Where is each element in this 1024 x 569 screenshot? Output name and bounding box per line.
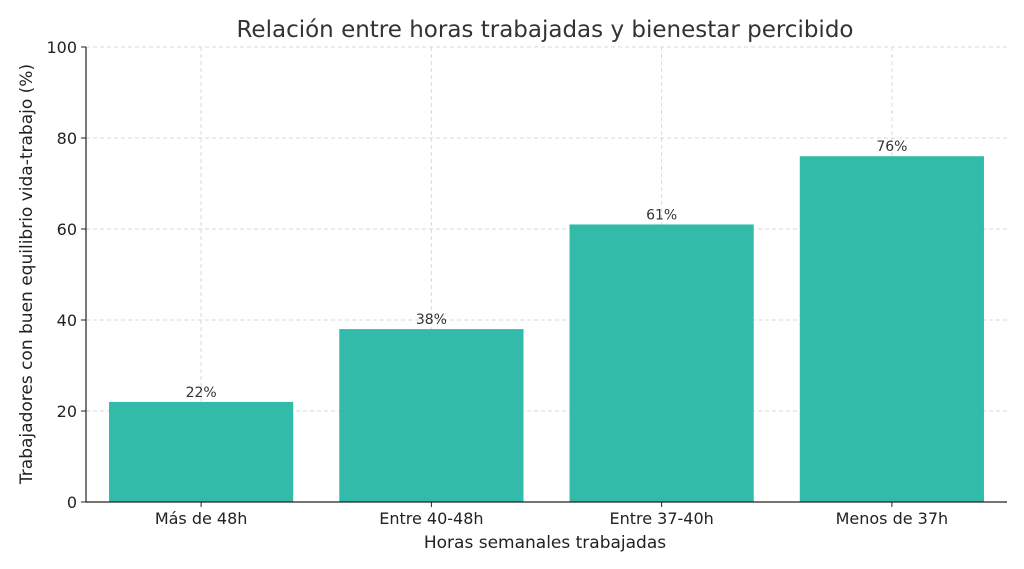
y-tick-label: 20 xyxy=(57,402,77,421)
bar-value-label: 22% xyxy=(186,385,217,401)
axes: 0 20 40 60 80 100 Más de 48h Entre 40-48h Entre … xyxy=(46,38,1007,528)
y-tick-label: 0 xyxy=(67,493,77,512)
data-labels: 22% 38% 61% 76% xyxy=(186,139,908,401)
bar xyxy=(799,156,984,502)
y-tick-label: 60 xyxy=(57,220,77,239)
y-tick-label: 40 xyxy=(57,311,77,330)
x-axis-label: Horas semanales trabajadas xyxy=(424,533,666,553)
x-tick-label: Entre 40-48h xyxy=(379,509,483,528)
y-axis-label: Trabajadores con buen equilibrio vida-tr… xyxy=(17,64,37,485)
y-tick-label: 100 xyxy=(46,38,77,57)
x-tick-label: Menos de 37h xyxy=(836,509,949,528)
bar xyxy=(339,329,524,502)
x-tick-label: Entre 37-40h xyxy=(609,509,713,528)
bar-value-label: 38% xyxy=(416,312,447,328)
bar-value-label: 61% xyxy=(646,207,677,223)
bars xyxy=(109,156,984,502)
bar xyxy=(109,401,294,502)
x-tick-label: Más de 48h xyxy=(155,509,248,528)
bar xyxy=(569,224,754,502)
y-tick-label: 80 xyxy=(57,129,77,148)
bar-value-label: 76% xyxy=(876,139,907,155)
chart-title: Relación entre horas trabajadas y bienes… xyxy=(236,17,853,43)
